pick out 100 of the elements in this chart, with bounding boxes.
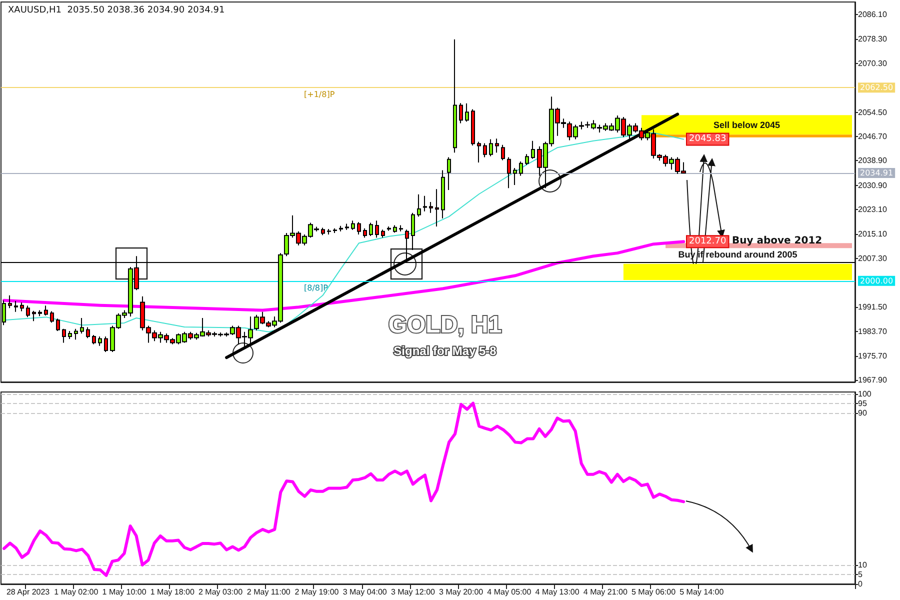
candlestick: [44, 305, 48, 316]
candlestick: [92, 334, 96, 345]
candlestick: [465, 102, 469, 122]
text: Signal for May 5-8: [394, 344, 497, 358]
candlestick: [345, 223, 349, 230]
candlestick: [363, 228, 367, 238]
candlestick: [477, 141, 481, 163]
candlestick: [495, 138, 499, 154]
candlestick: [68, 330, 72, 340]
y-tick-label: 100: [858, 389, 872, 398]
y-tick-label: 2086.10: [858, 10, 888, 20]
candlestick: [74, 328, 78, 340]
candlestick: [32, 310, 36, 322]
candlestick: [441, 170, 445, 219]
ref-line-label: 2034.91: [860, 168, 894, 178]
candlestick: [387, 226, 391, 232]
annotation: [+1/8]P: [304, 90, 335, 100]
x-tick-label: 4 May 21:00: [583, 588, 628, 596]
candlestick: [471, 108, 475, 146]
y-tick-label: 5: [858, 570, 863, 579]
candlestick: [507, 156, 511, 189]
candlestick: [501, 144, 505, 161]
candlestick: [357, 222, 361, 236]
candlestick: [423, 195, 427, 212]
x-tick-label: 3 May 04:00: [342, 588, 388, 596]
y-tick-label: 95: [858, 398, 868, 408]
y-tick-label: 2070.30: [858, 59, 888, 68]
ref-line-label: 2000.00: [860, 276, 894, 286]
candlestick: [459, 102, 463, 124]
candlestick: [2, 300, 6, 326]
candlestick: [351, 220, 355, 230]
x-tick-label: 1 May 02:00: [54, 588, 99, 596]
candlestick: [411, 212, 415, 250]
band-label: Sell below 2045: [713, 120, 780, 130]
text: GOLD, H1: [388, 312, 502, 338]
y-tick-label: 2023.10: [858, 204, 888, 214]
candlestick: [104, 336, 108, 353]
candlestick: [525, 154, 529, 166]
candlestick: [86, 326, 90, 339]
candlestick: [333, 228, 337, 234]
candlestick: [531, 140, 535, 160]
y-tick-label: 1991.50: [858, 302, 888, 312]
candlestick: [453, 38, 457, 154]
candlestick: [399, 224, 403, 232]
candlestick: [447, 156, 451, 190]
y-tick-label: 2054.50: [858, 108, 888, 117]
candlestick: [483, 142, 487, 158]
annotation: 2012.70: [689, 236, 726, 247]
candlestick: [435, 188, 439, 227]
candlestick: [393, 224, 397, 234]
y-tick-label: 2038.90: [858, 156, 888, 166]
y-tick-label: 1967.90: [858, 376, 888, 385]
y-tick-label: 1983.70: [858, 326, 888, 336]
candlestick: [417, 194, 421, 218]
x-tick-label: 2 May 11:00: [246, 588, 291, 596]
line-series: [2, 402, 686, 577]
candlestick: [50, 310, 54, 324]
y-tick-label: 10: [858, 560, 868, 570]
y-tick-label: 2046.70: [858, 132, 888, 141]
y-tick-label: 0: [858, 580, 863, 588]
x-tick-label: 4 May 13:00: [535, 588, 580, 596]
x-tick-label: 1 May 18:00: [150, 588, 195, 596]
candlestick: [375, 220, 379, 238]
candlestick: [14, 300, 18, 312]
candlestick: [327, 228, 331, 236]
annotation: XAUUSD,H1 2035.50 2038.36 2034.90 2034.91: [8, 6, 225, 16]
x-tick-label: 4 May 05:00: [487, 588, 532, 596]
candlestick: [369, 222, 373, 237]
annotation: Buy above 2012: [732, 236, 822, 246]
candlestick: [38, 310, 42, 317]
candlestick: [26, 305, 30, 318]
y-tick-label: 2078.30: [858, 34, 888, 44]
x-tick-label: 5 May 06:00: [632, 588, 676, 596]
x-tick-label: 5 May 14:00: [680, 588, 724, 596]
candlestick: [8, 294, 12, 309]
y-tick-label: 90: [858, 408, 868, 418]
candlestick: [56, 318, 60, 332]
candlestick: [62, 328, 66, 344]
x-tick-label: 2 May 03:00: [198, 588, 244, 596]
candlestick: [20, 302, 24, 312]
x-tick-label: 2 May 19:00: [294, 588, 340, 596]
x-tick-label: 28 Apr 2023: [6, 588, 50, 596]
x-tick-label: 1 May 10:00: [102, 588, 147, 596]
candlestick: [429, 202, 433, 214]
y-tick-label: 2015.10: [858, 230, 888, 239]
y-tick-label: 2030.90: [858, 180, 888, 190]
candlestick: [489, 138, 493, 157]
candlestick: [513, 168, 517, 186]
ref-line-label: 2062.50: [860, 83, 894, 92]
x-tick-label: 3 May 20:00: [439, 588, 484, 596]
candlestick: [381, 229, 385, 238]
candlestick: [98, 336, 102, 346]
candlestick: [519, 161, 523, 176]
y-tick-label: 2007.30: [858, 254, 888, 263]
x-tick-label: 3 May 12:00: [390, 588, 436, 596]
candlestick: [321, 227, 325, 236]
annotation: 2045.83: [689, 134, 726, 144]
candlestick: [80, 317, 84, 334]
y-tick-label: 1975.70: [858, 352, 888, 361]
candlestick: [339, 225, 343, 232]
